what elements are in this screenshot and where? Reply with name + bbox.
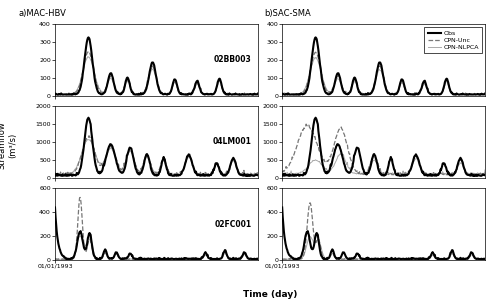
Text: 02FC001: 02FC001 [214, 220, 252, 229]
Text: Time (day): Time (day) [243, 290, 297, 299]
Legend: Obs, CPN-Unc, CPN-NLPCA: Obs, CPN-Unc, CPN-NLPCA [424, 27, 482, 53]
Text: 04LM001: 04LM001 [213, 137, 252, 146]
Text: b)SAC-SMA: b)SAC-SMA [264, 9, 311, 18]
Text: a)MAC-HBV: a)MAC-HBV [18, 9, 66, 18]
Text: 02BB003: 02BB003 [214, 55, 252, 64]
Text: Streamflow
(m³/s): Streamflow (m³/s) [0, 121, 17, 169]
